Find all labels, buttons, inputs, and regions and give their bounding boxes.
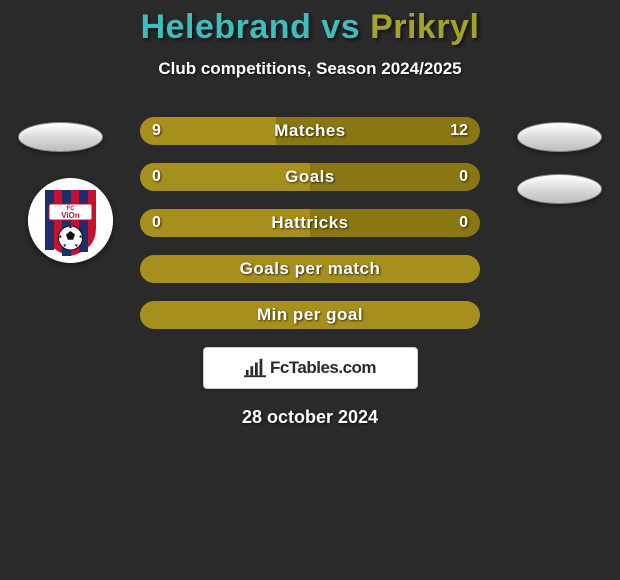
attribution-box[interactable]: FcTables.com — [203, 347, 418, 389]
player-right-name: Prikryl — [370, 8, 479, 46]
page-title: Helebrand vs Prikryl — [0, 8, 620, 47]
placeholder-badge-left — [18, 122, 103, 152]
stat-row: Goals per match — [140, 255, 480, 283]
vs-separator: vs — [311, 8, 370, 46]
player-left-name: Helebrand — [141, 8, 312, 46]
placeholder-badge-right-1 — [517, 122, 602, 152]
stat-row: Min per goal — [140, 301, 480, 329]
club-logo-svg: FC ViOn — [28, 178, 113, 263]
subtitle: Club competitions, Season 2024/2025 — [0, 59, 620, 79]
stat-label: Matches — [140, 117, 480, 145]
date-label: 28 october 2024 — [0, 407, 620, 428]
attribution-text: FcTables.com — [270, 358, 376, 378]
comparison-card: Helebrand vs Prikryl Club competitions, … — [0, 0, 620, 580]
stat-label: Goals per match — [140, 255, 480, 283]
bar-chart-icon — [244, 357, 266, 379]
placeholder-badge-right-2 — [517, 174, 602, 204]
stat-row: 912Matches — [140, 117, 480, 145]
svg-text:ViOn: ViOn — [61, 211, 80, 220]
stat-row: 00Hattricks — [140, 209, 480, 237]
stat-label: Hattricks — [140, 209, 480, 237]
club-logo-left: FC ViOn — [28, 178, 113, 263]
stat-row: 00Goals — [140, 163, 480, 191]
stat-label: Min per goal — [140, 301, 480, 329]
stat-label: Goals — [140, 163, 480, 191]
